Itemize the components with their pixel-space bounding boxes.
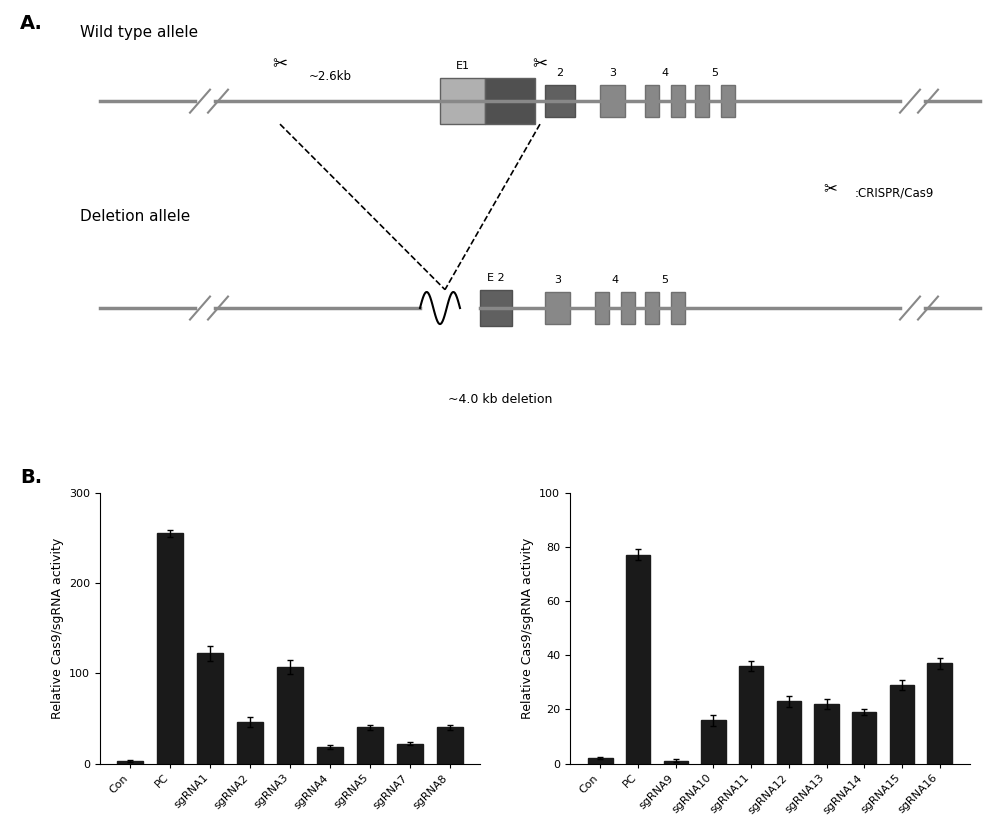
- Bar: [671, 292, 685, 324]
- Text: E 2: E 2: [487, 273, 505, 282]
- Bar: [671, 85, 685, 117]
- Text: ~2.6kb: ~2.6kb: [308, 70, 352, 83]
- Bar: [357, 727, 383, 764]
- Bar: [545, 292, 570, 324]
- Bar: [739, 666, 763, 764]
- Bar: [695, 85, 709, 117]
- Bar: [701, 720, 726, 764]
- Bar: [117, 761, 143, 764]
- Bar: [317, 747, 343, 764]
- Bar: [595, 292, 609, 324]
- Y-axis label: Relative Cas9/sgRNA activity: Relative Cas9/sgRNA activity: [521, 538, 534, 718]
- Text: 4: 4: [661, 68, 669, 78]
- Text: Wild type allele: Wild type allele: [80, 25, 198, 39]
- Text: ✂: ✂: [823, 180, 837, 198]
- Bar: [157, 534, 183, 764]
- Bar: [197, 654, 223, 764]
- Y-axis label: Relative Cas9/sgRNA activity: Relative Cas9/sgRNA activity: [51, 538, 64, 718]
- Bar: [485, 78, 535, 124]
- Bar: [600, 85, 625, 117]
- Bar: [621, 292, 635, 324]
- Text: Deletion allele: Deletion allele: [80, 209, 190, 223]
- Bar: [480, 290, 512, 327]
- Bar: [777, 701, 801, 764]
- Bar: [890, 685, 914, 764]
- Bar: [237, 722, 263, 764]
- Bar: [588, 758, 613, 764]
- Bar: [721, 85, 735, 117]
- Text: ✂: ✂: [272, 56, 288, 74]
- Text: A.: A.: [20, 14, 43, 33]
- Bar: [814, 704, 839, 764]
- Text: 4: 4: [611, 275, 619, 285]
- Text: 5: 5: [712, 68, 718, 78]
- Bar: [277, 667, 303, 764]
- Bar: [852, 712, 876, 764]
- Bar: [645, 292, 659, 324]
- Text: 3: 3: [554, 275, 561, 285]
- Bar: [545, 85, 575, 117]
- Bar: [437, 727, 463, 764]
- Bar: [927, 663, 952, 764]
- Text: :CRISPR/Cas9: :CRISPR/Cas9: [855, 186, 934, 200]
- Text: 2: 2: [556, 68, 564, 78]
- Text: ~4.0 kb deletion: ~4.0 kb deletion: [448, 393, 552, 406]
- Text: E1: E1: [456, 62, 470, 71]
- Bar: [440, 78, 485, 124]
- Text: B.: B.: [20, 468, 42, 487]
- Text: 3: 3: [609, 68, 616, 78]
- Text: 5: 5: [662, 275, 668, 285]
- Bar: [664, 761, 688, 764]
- Bar: [397, 744, 423, 764]
- Text: ✂: ✂: [532, 56, 548, 74]
- Bar: [626, 555, 650, 764]
- Bar: [645, 85, 659, 117]
